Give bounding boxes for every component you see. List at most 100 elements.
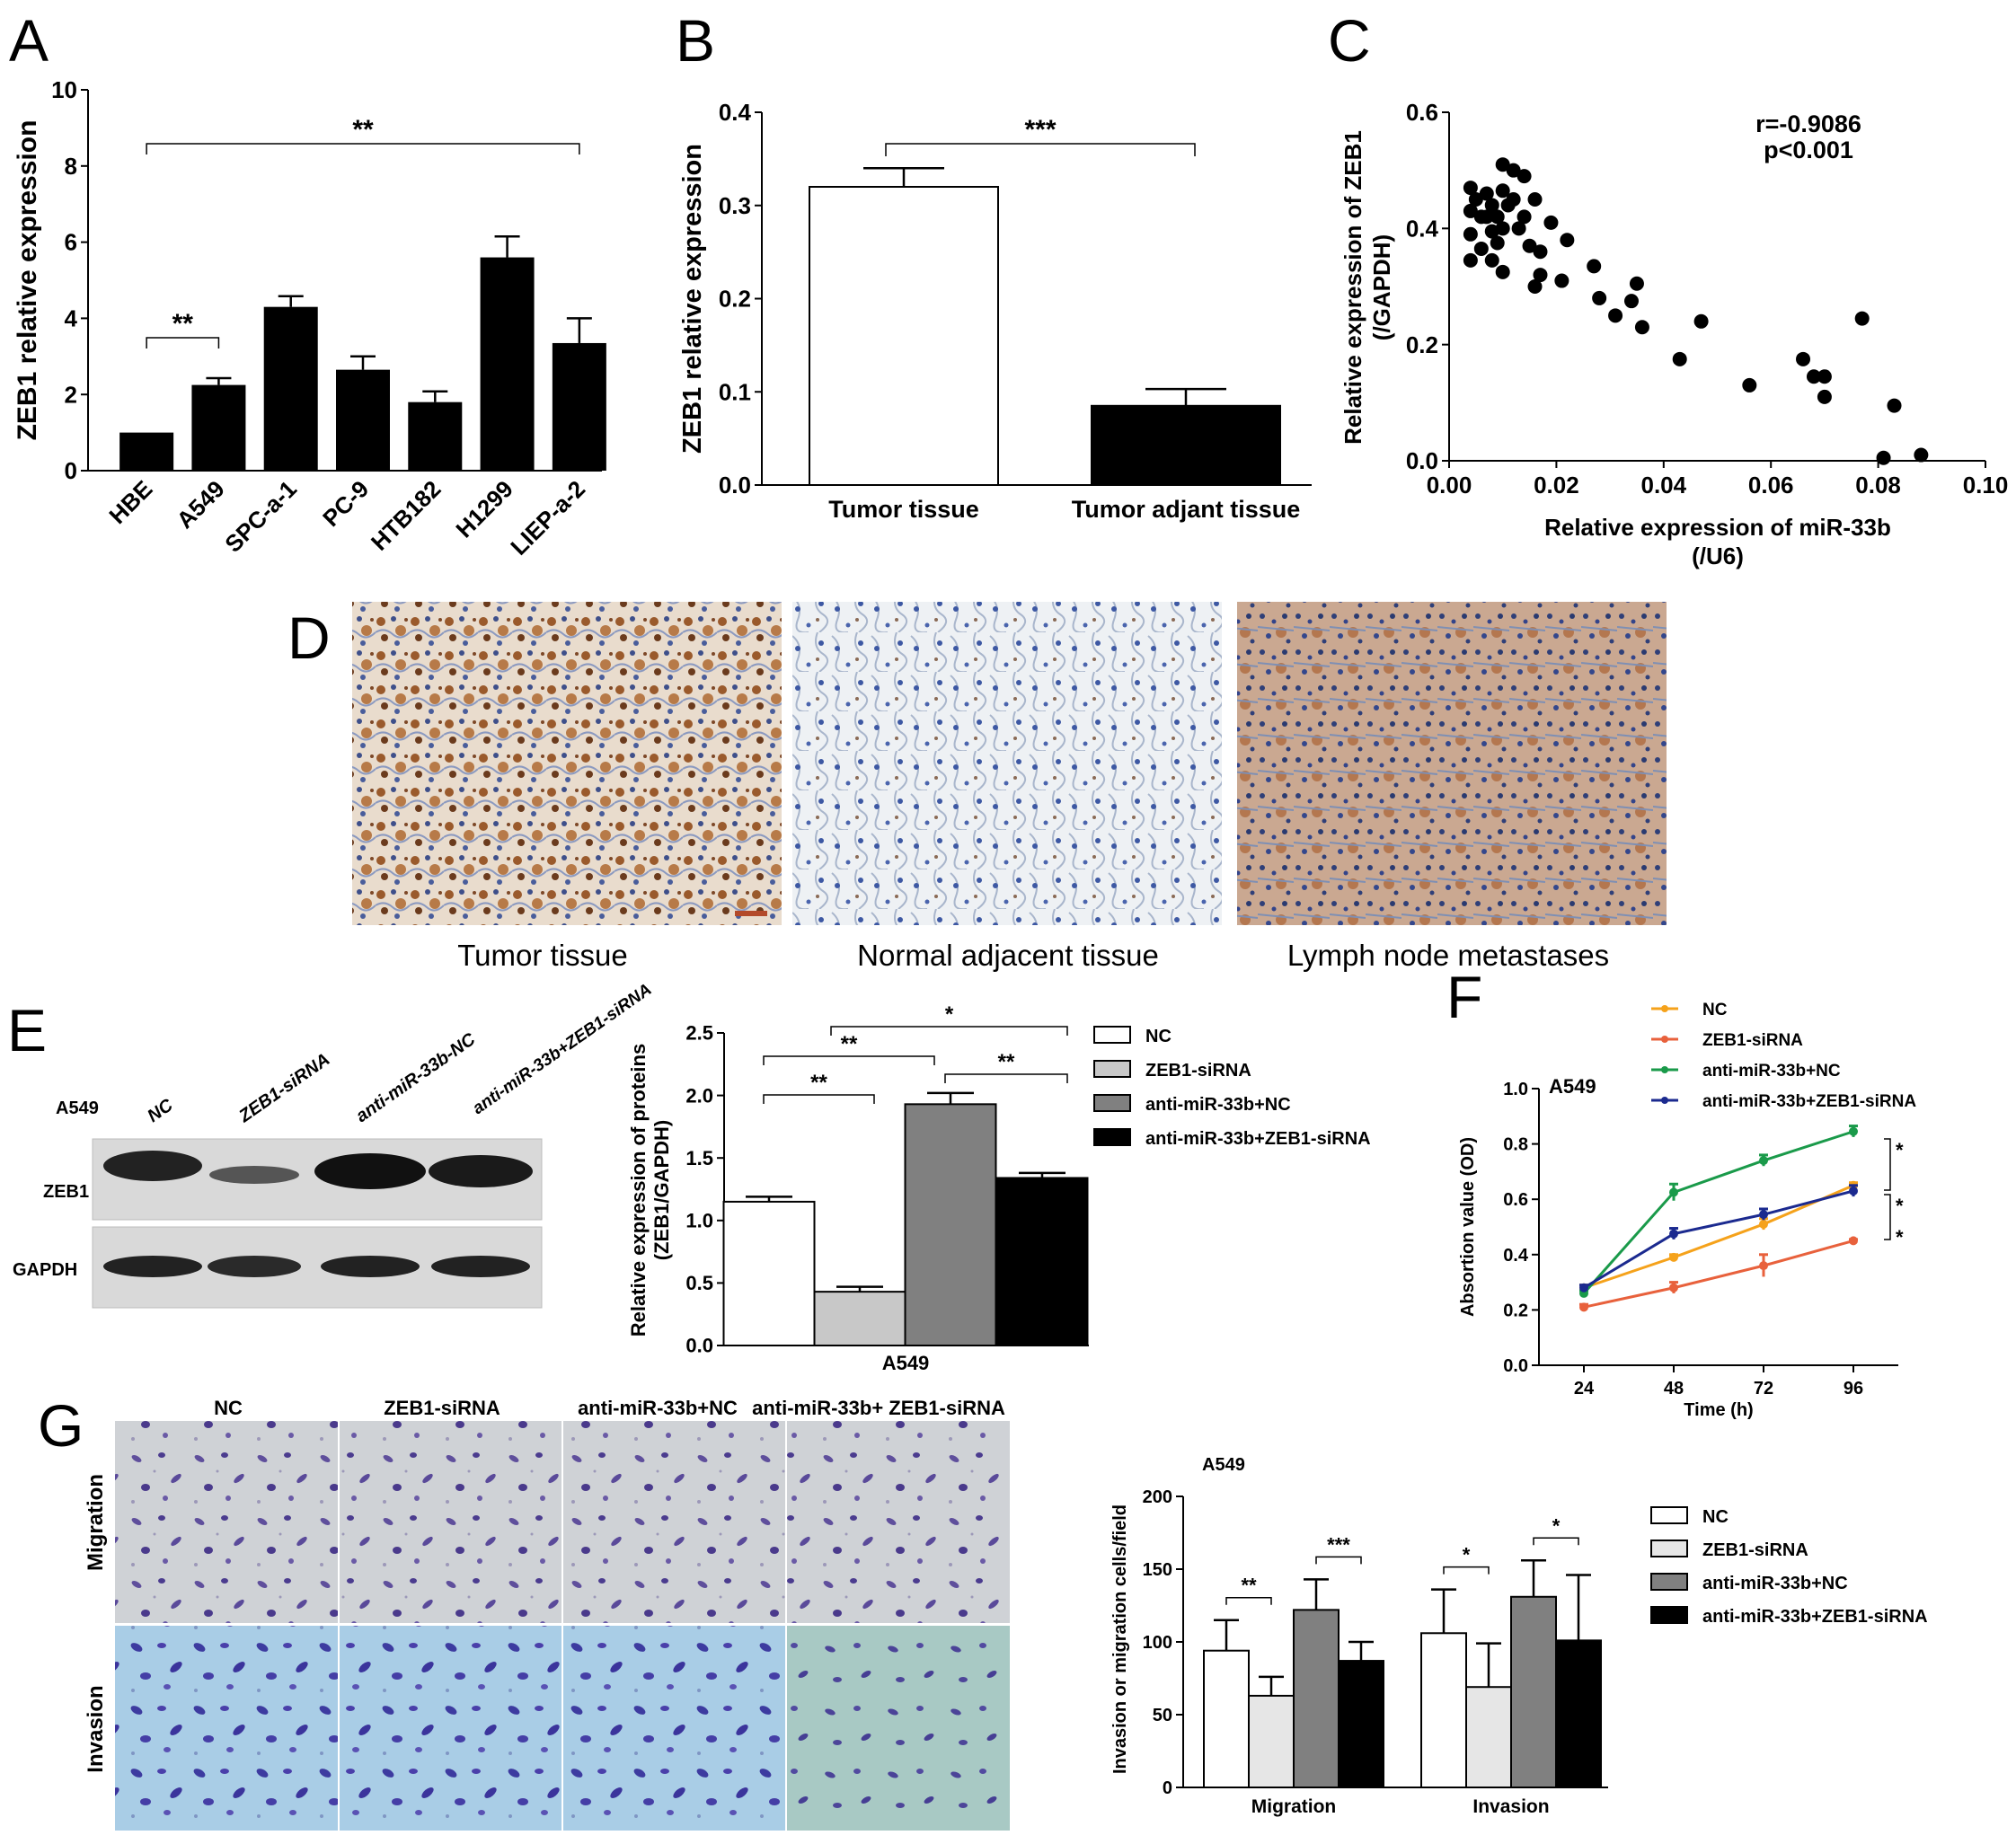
chart-f-x-label: Time (h) [1684,1400,1753,1420]
transwell-img-inv-nc [115,1626,338,1831]
chart-c-point [1629,276,1644,291]
chart-f-point [1849,1186,1858,1196]
chart-b-significance-bracket [885,143,1196,156]
chart-c-point [1527,192,1543,207]
chart-g-title: A549 [1202,1455,1245,1475]
chart-g-x-tick-label: Migration [1251,1796,1337,1817]
chart-g-bar [1555,1639,1602,1788]
chart-b-significance-label: *** [1024,115,1056,145]
chart-e-legend-swatch [1093,1094,1131,1112]
chart-e-bar [995,1177,1089,1347]
chart-g-y-label: Invasion or migration cells/field [1110,1504,1130,1774]
panel-letter-c: C [1328,7,1371,74]
blot-lane-anti-nc: anti-miR-33b-NC [352,1029,479,1126]
ihc-image-lymph [1237,602,1667,925]
chart-c-x-tick-label: 0.10 [1963,472,2009,498]
chart-a-y-tick-label: 4 [65,305,78,332]
chart-g-legend-swatch [1650,1540,1688,1557]
panel-letter-b: B [676,7,715,74]
chart-b-x-tick-label: Tumor tissue [828,496,979,523]
chart-f-y-tick-label: 0.8 [1503,1135,1528,1155]
transwell-img-mig-anti-zeb1 [787,1421,1010,1623]
chart-e-bar [813,1291,906,1347]
chart-a-bar [191,384,246,471]
chart-a-bar [480,257,535,471]
chart-c-y-label: Relative expression of ZEB1 [1340,130,1366,445]
chart-f-point [1759,1219,1768,1229]
chart-b-y-tick-label: 0.1 [719,378,751,405]
chart-c-point [1506,192,1521,207]
chart-c-point [1592,290,1607,305]
chart-a-bar [552,342,606,471]
chart-f-significance-label: * [1896,1195,1904,1217]
chart-g-significance-label: * [1463,1544,1471,1566]
chart-f-series-line [1583,1239,1854,1309]
chart-g-bar [1338,1660,1384,1789]
chart-g-y-tick-label: 50 [1153,1706,1172,1725]
chart-c-point [1495,157,1510,172]
chart-e-significance-label: ** [841,1032,858,1056]
blot-lane-zeb1sirna: ZEB1-siRNA [234,1050,333,1127]
transwell-img-inv-zeb1 [340,1626,561,1831]
chart-c-x-tick-label: 0.08 [1855,472,1901,498]
chart-g-significance-bracket [1443,1566,1490,1575]
chart-c-point [1463,226,1478,242]
chart-c-point [1854,311,1870,326]
chart-a-x-tick-label: HTB182 [366,475,447,556]
chart-c-point [1693,313,1709,329]
chart-e-y-tick-label: 2.0 [685,1084,713,1107]
chart-g-significance-bracket [1315,1556,1362,1565]
chart-b-bar [809,186,999,486]
chart-c-y-label-unit: (/GAPDH) [1368,234,1395,340]
chart-e-y-tick-label: 0.5 [685,1272,713,1294]
chart-e-y-label: Relative expression of proteins [627,1044,650,1337]
transwell-img-inv-anti-zeb1 [787,1626,1010,1831]
ihc-caption-normal: Normal adjacent tissue [857,939,1159,972]
chart-f-x-tick-label: 24 [1574,1379,1595,1398]
chart-c-x-label: Relative expression of miR-33b [1544,514,1891,541]
chart-f-series-line [1583,1184,1854,1290]
chart-b-y-label: ZEB1 relative expression [678,144,707,454]
chart-f-legend-label: anti-miR-33b+NC [1702,1062,1841,1081]
chart-e-bar [904,1103,997,1346]
transwell-col-anti-zeb1: anti-miR-33b+ ZEB1-siRNA [752,1397,1005,1419]
chart-c-stat-p: p<0.001 [1764,137,1853,163]
chart-a-significance-label: ** [172,309,194,339]
chart-a-x-tick-label: SPC-a-1 [219,475,302,558]
chart-g-y-tick-label: 0 [1163,1778,1172,1798]
blot-zeb1-band-1 [103,1151,202,1181]
chart-e-legend-swatch [1093,1026,1131,1044]
chart-a-y-tick-label: 2 [65,381,77,408]
chart-g-bar [1420,1632,1467,1789]
chart-a-significance-label: ** [352,115,374,145]
chart-c-stat-r: r=-0.9086 [1755,110,1861,137]
chart-c-point [1463,203,1478,218]
chart-e-y-label-unit: (ZEB1/GAPDH) [650,1120,673,1260]
chart-g-significance-bracket [1533,1537,1579,1546]
chart-c-point [1463,252,1478,268]
blot-row-gapdh: GAPDH [13,1260,77,1280]
chart-b-tissue: 0.0 0.1 0.2 0.3 0.4 Tumor tissue Tumor adjant … [678,99,1312,523]
ihc-image-normal [792,602,1222,925]
chart-f-legend-label: NC [1702,1001,1728,1019]
chart-b-y-tick-label: 0.2 [719,286,751,313]
blot-gapdh-band-3 [321,1256,420,1277]
blot-gapdh-band-1 [103,1256,202,1277]
chart-c-point [1479,186,1494,201]
panel-letter-f: F [1446,964,1482,1030]
chart-c-point [1468,192,1483,207]
chart-a-bar [408,401,463,471]
chart-f-point [1759,1156,1768,1166]
chart-f-legend-marker [1661,1036,1668,1043]
chart-b-y-tick-label: 0.0 [719,472,751,498]
chart-c-point [1484,198,1499,213]
chart-c-point [1742,377,1757,393]
chart-c-point [1511,221,1526,236]
chart-c-point [1479,209,1494,225]
chart-c-point [1806,369,1821,384]
chart-b-y-tick-label: 0.3 [719,192,751,219]
chart-g-significance-label: ** [1241,1575,1257,1597]
chart-a-significance-bracket [146,143,580,154]
chart-a-y-tick-label: 8 [65,153,77,180]
